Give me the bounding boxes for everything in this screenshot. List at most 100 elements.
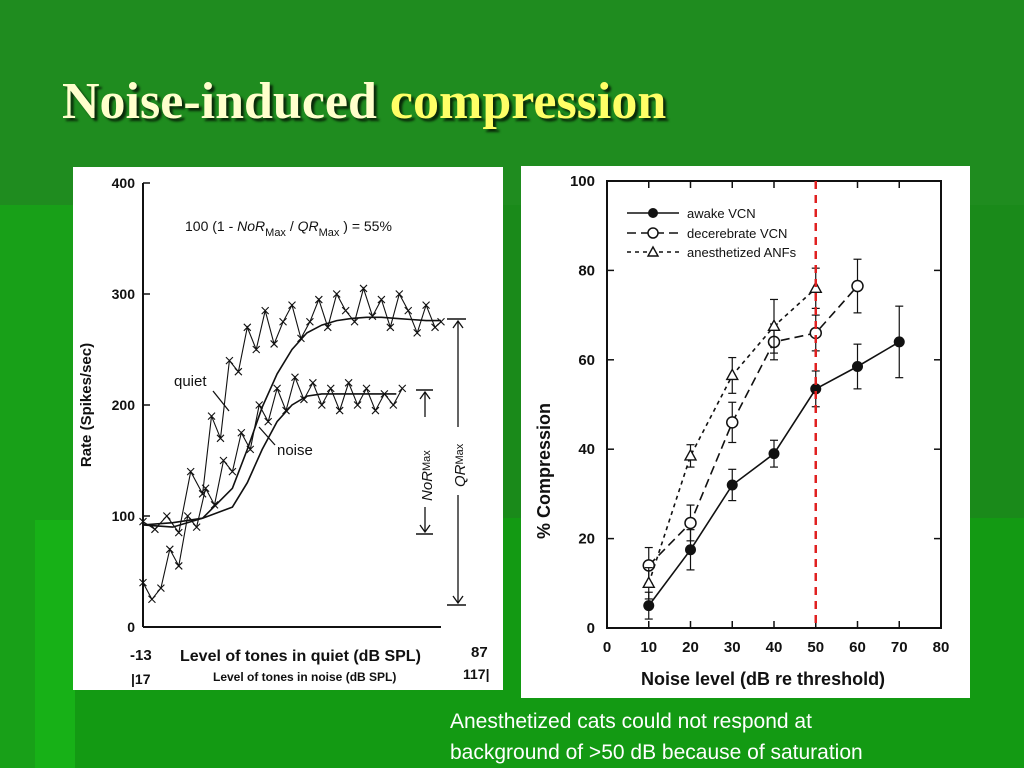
- x-mark-stroke: [344, 378, 353, 387]
- quiet-data-point: [368, 312, 377, 321]
- rate-level-svg: 0 100 200 300 400 Rate (Spikes/sec) 100 (1 -…: [78, 175, 490, 687]
- x-mark-stroke: [380, 390, 389, 398]
- quiet-data-point: [341, 306, 350, 315]
- noise-data-point: [183, 512, 192, 520]
- y-tick-label: 40: [578, 441, 595, 458]
- decerebrate-vcn-point: [684, 516, 697, 530]
- series-quiet-data-line: [142, 286, 442, 534]
- x-mark-stroke: [192, 523, 201, 531]
- noise-data-point: [335, 406, 344, 415]
- noise-data-point: [228, 467, 237, 476]
- quiet-data-point: [323, 323, 332, 332]
- x-mark-stroke: [353, 401, 362, 409]
- quiet-data-point: [174, 528, 183, 537]
- x-mark-stroke: [255, 401, 264, 409]
- nor-max-sub: Max: [421, 450, 433, 471]
- y-tick-label: 20: [578, 531, 595, 548]
- awake-vcn-point: [852, 361, 863, 373]
- quiet-data-point: [404, 306, 413, 315]
- noise-data-point: [371, 406, 380, 415]
- noise-data-point: [380, 390, 389, 398]
- x-mark-stroke: [246, 445, 255, 454]
- x-mark-stroke: [386, 323, 395, 332]
- awake-vcn-point: [685, 544, 696, 556]
- x-tick-label: 50: [807, 639, 824, 656]
- x-mark-stroke: [413, 328, 422, 337]
- x-mark-stroke: [156, 584, 165, 593]
- noise-data-point: [353, 401, 362, 409]
- y-tick-label: 80: [578, 262, 595, 279]
- slide-caption: Anesthetized cats could not respond at b…: [450, 706, 1010, 768]
- x-mark-stroke: [314, 295, 323, 304]
- x-mark-stroke: [377, 295, 386, 304]
- x-axis-label-quiet: Level of tones in quiet (dB SPL): [180, 648, 421, 665]
- quiet-data-point: [422, 301, 430, 309]
- formula-sub-1: Max: [265, 227, 286, 239]
- noise-data-point: [210, 501, 219, 509]
- noise-data-point: [389, 401, 398, 409]
- awake-vcn-point: [726, 479, 738, 491]
- y-tick-label: 100: [112, 508, 136, 524]
- x-tick-label: 40: [766, 639, 783, 656]
- caption-line-1: Anesthetized cats could not respond at: [450, 710, 812, 733]
- series-decerebrate-vcn-line: [648, 285, 859, 566]
- quiet-data-point: [234, 367, 243, 376]
- x-mark-stroke: [234, 367, 243, 376]
- x-mark-stroke: [201, 484, 210, 493]
- qr-max-arrowhead-top: [452, 319, 464, 329]
- x-mark-stroke: [207, 412, 216, 420]
- slide-title: Noise-induced compression: [62, 72, 666, 131]
- rate-level-y-ticks: 0 100 200 300 400: [112, 175, 150, 635]
- formula: 100 (1 - NoRMax / QRMax ) = 55%: [185, 218, 392, 239]
- noise-data-point: [308, 378, 317, 387]
- nor-max-arrowhead-top: [419, 390, 431, 400]
- qr-max-arrowhead-bottom: [452, 595, 464, 605]
- noise-data-point: [291, 373, 299, 382]
- x-mark-stroke: [270, 340, 279, 348]
- qr-max-label: QRMax: [452, 443, 469, 487]
- x-tick-quiet-min: -13: [130, 647, 152, 664]
- series-awake-vcn-line: [648, 341, 900, 607]
- y-axis-label: Rate (Spikes/sec): [78, 343, 95, 467]
- x-mark-stroke: [359, 284, 368, 293]
- x-mark-stroke: [305, 317, 314, 326]
- x-mark-stroke: [437, 317, 445, 326]
- legend-label-decerebrate: decerebrate VCN: [687, 226, 787, 241]
- x-tick-label: 80: [933, 639, 950, 656]
- compression-svg: 0 10 20 30 40 50 60 70 80 0 20 40 60 80 100 awake VCN …: [534, 173, 950, 689]
- decerebrate-vcn-point: [726, 416, 739, 429]
- awake-vcn-point: [643, 600, 655, 612]
- quiet-data-point: [252, 345, 261, 354]
- quiet-data-point: [207, 412, 216, 420]
- x-mark-stroke: [404, 306, 413, 315]
- x-mark-stroke: [148, 595, 156, 604]
- x-tick-label: 20: [682, 639, 699, 656]
- quiet-pointer: [212, 390, 230, 412]
- y-tick-label: 400: [112, 175, 136, 191]
- x-mark-stroke: [225, 356, 234, 365]
- noise-data-point: [165, 545, 174, 554]
- quiet-data-point: [332, 290, 341, 298]
- quiet-data-point: [359, 284, 368, 293]
- x-mark-stroke: [291, 373, 299, 382]
- compression-series: [642, 258, 905, 620]
- noise-data-point: [282, 406, 290, 415]
- y-axis-label: % Compression: [534, 403, 554, 539]
- x-mark-stroke: [279, 317, 287, 326]
- anesthetized-anfs-point: [767, 318, 781, 331]
- x-mark-stroke: [332, 290, 341, 298]
- formula-nor: NoR: [237, 218, 265, 234]
- quiet-data-point: [162, 512, 171, 520]
- noise-data-point: [201, 484, 210, 493]
- nor-max-label: NoRMax: [419, 450, 436, 501]
- legend-marker-awake: [648, 208, 658, 218]
- quiet-data-point: [350, 317, 359, 326]
- noise-data-point: [148, 595, 156, 604]
- decerebrate-vcn-point: [851, 279, 864, 293]
- noise-data-point: [192, 523, 201, 531]
- quiet-data-point: [377, 295, 386, 304]
- quiet-data-point: [395, 290, 404, 298]
- x-mark-stroke: [288, 301, 296, 309]
- noise-data-point: [398, 384, 407, 393]
- x-mark-stroke: [371, 406, 380, 415]
